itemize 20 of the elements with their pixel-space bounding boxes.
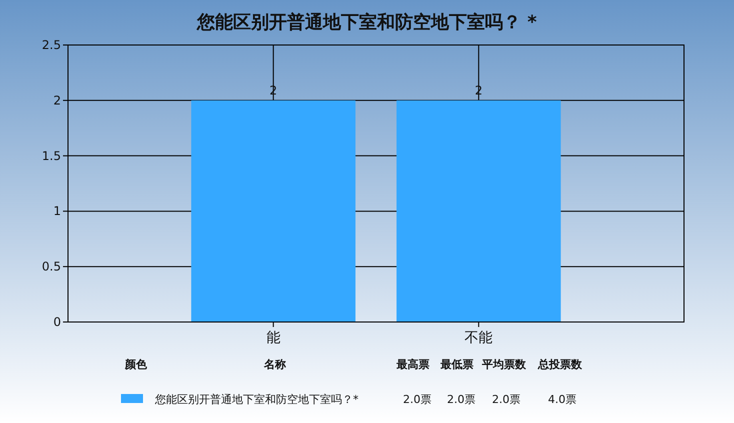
text: 最高票	[396, 358, 430, 371]
y-tick-label: 1.5	[42, 148, 61, 163]
text: 2.0票	[492, 393, 520, 406]
text: 4.0票	[548, 393, 576, 406]
text: 名称	[263, 358, 287, 371]
y-tick-label: 2	[53, 93, 61, 108]
y-tick-label: 2.5	[42, 38, 61, 52]
chart-title: 您能区别开普通地下室和防空地下室吗？ *	[196, 12, 538, 33]
text: 总投票数	[537, 358, 583, 371]
legend-label: 您能区别开普通地下室和防空地下室吗？*	[154, 393, 359, 406]
y-tick-label: 1	[53, 204, 61, 218]
text: 2.0票	[447, 393, 476, 406]
x-tick-label: 不能	[464, 330, 493, 346]
text: 平均票数	[481, 358, 527, 371]
text: 颜色	[124, 358, 148, 371]
y-tick-label: 0	[53, 315, 61, 329]
x-tick-label: 能	[266, 330, 280, 346]
text: 2.0票	[403, 393, 432, 406]
text: 最低票	[440, 358, 474, 371]
y-tick-label: 0.5	[42, 260, 61, 274]
